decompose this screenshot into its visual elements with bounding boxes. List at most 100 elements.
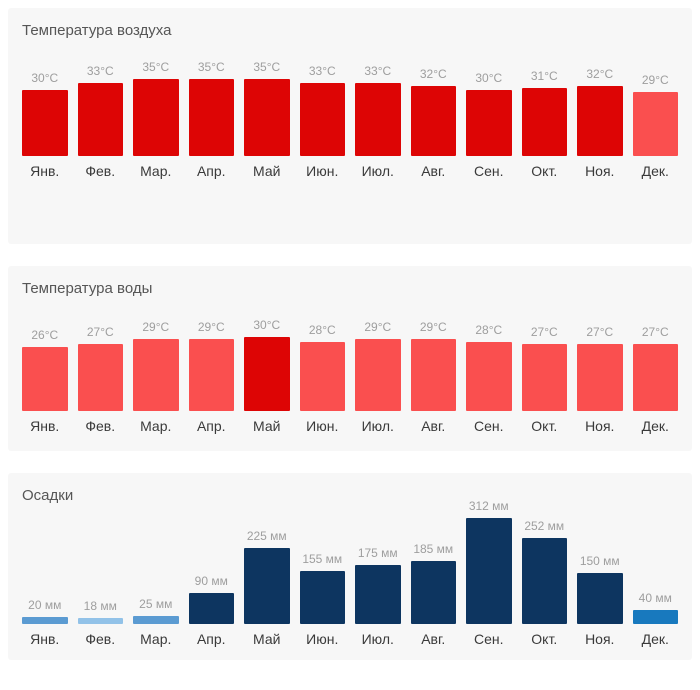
bar-value-label: 175 мм [357,546,398,560]
bar-value-label: 27°C [641,325,669,339]
bar-value-label: 32°C [419,67,447,81]
bar [244,548,290,624]
bar [466,90,512,156]
month-label: Сен. [473,163,504,179]
month-label: Июл. [361,163,394,179]
month-label: Янв. [30,163,60,179]
month-label: Дек. [641,163,669,179]
bar-column: 27°C Фев. [77,318,123,435]
bar-column: 175 мм Июл. [355,499,401,648]
month-label: Окт. [531,418,558,434]
bar-column: 33°C Июн. [299,60,345,180]
bar-column: 28°C Сен. [466,318,512,435]
bar-column: 252 мм Окт. [521,499,567,648]
bar [466,518,512,624]
bar [577,573,623,624]
bar [299,83,345,156]
month-label: Фев. [85,418,116,434]
bar [355,83,401,156]
month-label: Июл. [361,631,394,647]
bar-column: 29°C Июл. [355,318,401,435]
bar-value-label: 252 мм [524,519,565,533]
month-label: Мар. [140,163,172,179]
bar [133,79,179,156]
air-temperature-title: Температура воздуха [22,22,172,39]
bar-column: 20 мм Янв. [22,499,68,648]
bar-column: 33°C Июл. [355,60,401,180]
bar-value-label: 31°C [530,69,558,83]
bar [77,344,123,411]
bar-value-label: 155 мм [302,552,343,566]
bar [244,79,290,156]
air-temperature-chart: 30°C Янв. 33°C Фев. 35°C Мар. 35°C Апр. 35°C Май 3… [22,60,678,180]
bar-value-label: 18 мм [83,599,117,613]
bar-column: 35°C Мар. [133,60,179,180]
month-label: Янв. [30,631,60,647]
month-label: Ноя. [585,163,615,179]
month-label: Сен. [473,631,504,647]
bar-column: 26°C Янв. [22,318,68,435]
bar-value-label: 29°C [641,73,669,87]
bar-value-label: 35°C [253,60,281,74]
bar [521,538,567,624]
bar-column: 29°C Авг. [410,318,456,435]
bar-column: 32°C Ноя. [577,60,623,180]
bar-value-label: 32°C [586,67,614,81]
bar-column: 30°C Янв. [22,60,68,180]
bar [299,342,345,411]
month-label: Фев. [85,631,116,647]
water-temperature-chart: 26°C Янв. 27°C Фев. 29°C Мар. 29°C Апр. 30°C Май 2… [22,318,678,435]
bar-value-label: 27°C [530,325,558,339]
bar-column: 29°C Мар. [133,318,179,435]
bar [133,616,179,624]
bar-column: 27°C Дек. [632,318,678,435]
bar [577,344,623,411]
bar-value-label: 28°C [308,323,336,337]
bar [521,88,567,156]
bar-value-label: 185 мм [413,542,454,556]
month-label: Авг. [421,631,446,647]
month-label: Ноя. [585,631,615,647]
bar-column: 25 мм Мар. [133,499,179,648]
bar-column: 27°C Окт. [521,318,567,435]
month-label: Апр. [196,163,226,179]
month-label: Сен. [473,418,504,434]
bar-value-label: 27°C [86,325,114,339]
bar-column: 31°C Окт. [521,60,567,180]
month-label: Май [253,418,281,434]
bar-value-label: 26°C [31,328,59,342]
bar-column: 40 мм Дек. [632,499,678,648]
bar-value-label: 30°C [31,71,59,85]
bar-column: 90 мм Апр. [188,499,234,648]
bar [577,86,623,156]
precipitation-card: Осадки 20 мм Янв. 18 мм Фев. 25 мм Мар. 90 мм А… [8,473,692,660]
bar-value-label: 29°C [419,320,447,334]
bar [299,571,345,624]
bar-column: 32°C Авг. [410,60,456,180]
bar [466,342,512,411]
bar-value-label: 29°C [197,320,225,334]
water-temperature-card: Температура воды 26°C Янв. 27°C Фев. 29°C Мар… [8,266,692,451]
bar-value-label: 25 мм [139,597,173,611]
month-label: Дек. [641,631,669,647]
month-label: Янв. [30,418,60,434]
bar-value-label: 33°C [308,64,336,78]
bar-value-label: 20 мм [28,598,62,612]
bar [22,90,68,156]
bar [188,339,234,411]
bar-column: 29°C Апр. [188,318,234,435]
bar-column: 150 мм Ноя. [577,499,623,648]
bar-value-label: 90 мм [194,574,228,588]
bar-value-label: 28°C [475,323,503,337]
bar [632,610,678,624]
bar-value-label: 35°C [142,60,170,74]
water-temperature-title: Температура воды [22,280,153,297]
bar [77,618,123,624]
bar-column: 27°C Ноя. [577,318,623,435]
bar-value-label: 40 мм [638,591,672,605]
month-label: Мар. [140,418,172,434]
bar [77,83,123,156]
month-label: Ноя. [585,418,615,434]
month-label: Дек. [641,418,669,434]
bar-value-label: 30°C [253,318,281,332]
